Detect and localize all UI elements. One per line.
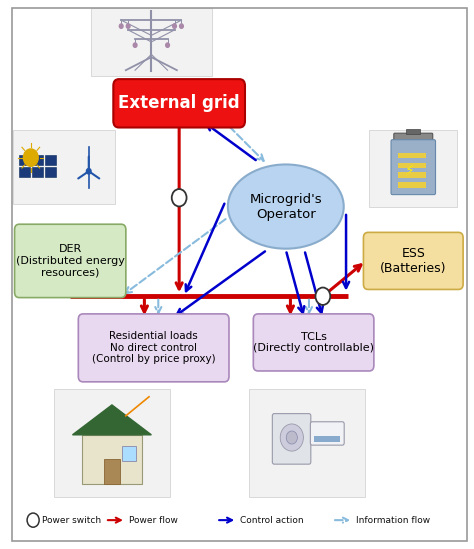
Circle shape bbox=[173, 24, 176, 29]
Circle shape bbox=[126, 24, 130, 29]
Bar bbox=[314, 436, 340, 442]
Circle shape bbox=[180, 24, 183, 29]
Bar bbox=[398, 182, 426, 188]
Circle shape bbox=[172, 189, 187, 206]
Text: DER
(Distributed energy
resources): DER (Distributed energy resources) bbox=[16, 244, 125, 277]
FancyBboxPatch shape bbox=[391, 140, 436, 194]
FancyBboxPatch shape bbox=[113, 79, 245, 127]
FancyBboxPatch shape bbox=[394, 133, 433, 145]
Text: External grid: External grid bbox=[118, 94, 240, 113]
Bar bbox=[45, 167, 56, 177]
FancyBboxPatch shape bbox=[273, 413, 311, 464]
FancyBboxPatch shape bbox=[54, 389, 170, 497]
Bar bbox=[45, 155, 56, 165]
Text: ESS
(Batteries): ESS (Batteries) bbox=[380, 247, 447, 275]
FancyBboxPatch shape bbox=[253, 314, 374, 371]
Text: Control action: Control action bbox=[240, 516, 304, 525]
Bar bbox=[82, 435, 142, 484]
Bar bbox=[398, 153, 426, 158]
Text: Power flow: Power flow bbox=[129, 516, 178, 525]
Text: ⚡: ⚡ bbox=[405, 164, 414, 178]
Circle shape bbox=[119, 24, 123, 29]
FancyBboxPatch shape bbox=[249, 389, 365, 497]
Bar bbox=[32, 167, 43, 177]
Circle shape bbox=[316, 288, 330, 305]
FancyBboxPatch shape bbox=[78, 314, 229, 382]
Circle shape bbox=[27, 513, 39, 527]
Circle shape bbox=[86, 169, 91, 174]
Text: Power switch: Power switch bbox=[42, 516, 101, 525]
Circle shape bbox=[280, 424, 303, 451]
Bar bbox=[19, 167, 30, 177]
Bar bbox=[406, 129, 420, 135]
Bar bbox=[122, 446, 136, 461]
FancyBboxPatch shape bbox=[13, 131, 115, 204]
Circle shape bbox=[166, 43, 169, 47]
Text: TCLs
(Directly controllable): TCLs (Directly controllable) bbox=[253, 332, 374, 353]
Text: Microgrid's
Operator: Microgrid's Operator bbox=[249, 193, 322, 221]
FancyBboxPatch shape bbox=[369, 131, 457, 206]
FancyBboxPatch shape bbox=[15, 224, 126, 298]
Bar bbox=[19, 155, 30, 165]
Bar bbox=[398, 163, 426, 168]
Bar bbox=[104, 460, 120, 484]
Circle shape bbox=[133, 43, 137, 47]
FancyBboxPatch shape bbox=[310, 422, 344, 445]
FancyBboxPatch shape bbox=[364, 232, 463, 289]
Bar bbox=[398, 172, 426, 178]
Polygon shape bbox=[73, 405, 151, 435]
Bar bbox=[32, 155, 43, 165]
Ellipse shape bbox=[228, 165, 344, 249]
Circle shape bbox=[23, 149, 38, 166]
FancyBboxPatch shape bbox=[91, 8, 211, 76]
Text: Information flow: Information flow bbox=[356, 516, 430, 525]
Text: Residential loads
No direct control
(Control by price proxy): Residential loads No direct control (Con… bbox=[92, 331, 216, 365]
Circle shape bbox=[286, 431, 297, 444]
